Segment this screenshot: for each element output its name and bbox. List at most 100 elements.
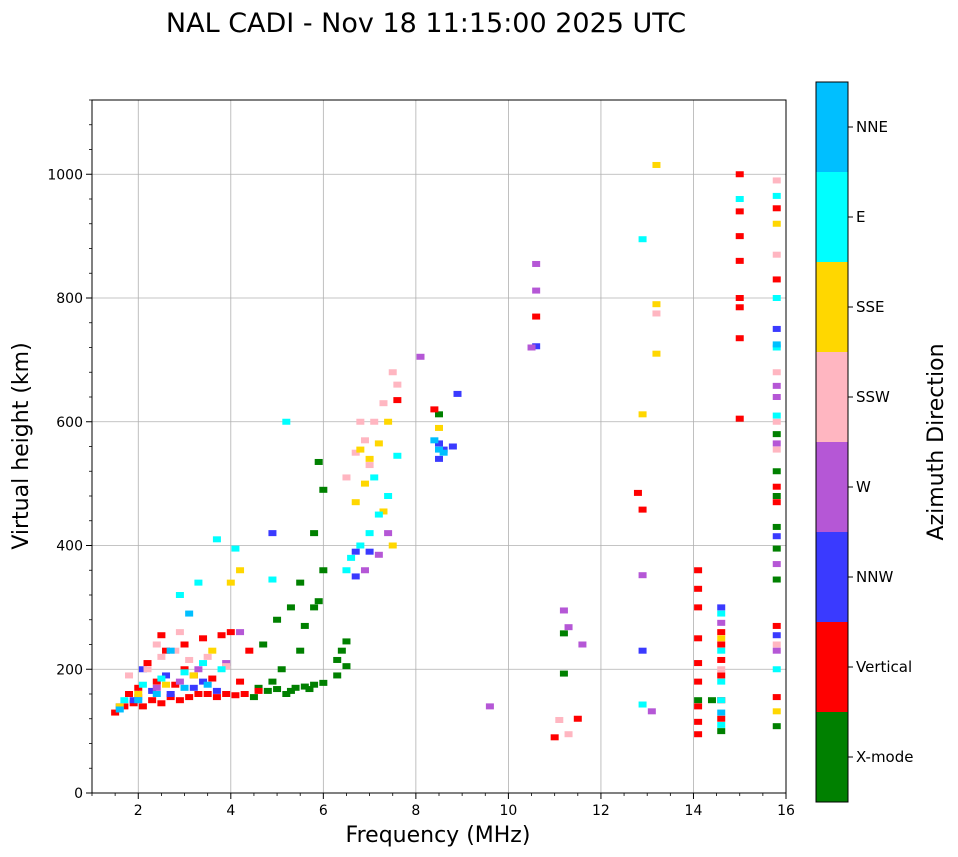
data-point bbox=[772, 641, 781, 648]
data-point bbox=[555, 716, 564, 723]
data-point bbox=[125, 691, 134, 697]
data-point bbox=[360, 567, 369, 574]
x-tick-label: 16 bbox=[777, 803, 795, 819]
y-tick-label: 400 bbox=[56, 539, 83, 555]
data-point bbox=[559, 670, 568, 677]
x-axis-label: Frequency (MHz) bbox=[346, 823, 531, 848]
data-point bbox=[162, 647, 171, 654]
data-point bbox=[254, 687, 263, 694]
data-point bbox=[384, 493, 393, 499]
data-point bbox=[652, 310, 661, 317]
colorbar-segment bbox=[816, 712, 848, 802]
data-point bbox=[194, 666, 203, 673]
data-point bbox=[152, 684, 161, 691]
data-point bbox=[236, 629, 245, 636]
data-point bbox=[236, 567, 245, 574]
data-point bbox=[162, 681, 171, 688]
data-point bbox=[157, 675, 166, 682]
data-point bbox=[199, 635, 208, 642]
data-point bbox=[717, 656, 726, 663]
data-point bbox=[273, 686, 282, 693]
data-point bbox=[559, 607, 568, 614]
colorbar-tick-label: NNE bbox=[856, 118, 888, 136]
data-point bbox=[360, 480, 369, 487]
data-point bbox=[268, 530, 277, 537]
data-point bbox=[212, 536, 221, 543]
data-point bbox=[772, 708, 781, 715]
data-point bbox=[333, 672, 342, 679]
data-point bbox=[203, 691, 212, 697]
x-tick-label: 12 bbox=[592, 803, 610, 819]
data-point bbox=[717, 641, 726, 648]
data-point bbox=[772, 533, 781, 540]
data-point bbox=[138, 703, 147, 710]
data-point bbox=[333, 656, 342, 663]
data-point bbox=[180, 641, 189, 648]
data-point bbox=[384, 530, 393, 537]
data-point bbox=[532, 313, 541, 320]
colorbar-segment bbox=[816, 622, 848, 712]
colorbar-segment bbox=[816, 442, 848, 532]
data-point bbox=[300, 683, 309, 690]
data-point bbox=[772, 341, 781, 348]
data-point bbox=[772, 523, 781, 530]
data-point bbox=[532, 260, 541, 267]
data-point bbox=[694, 585, 703, 592]
data-point bbox=[772, 251, 781, 258]
data-point bbox=[351, 573, 360, 580]
data-point bbox=[550, 734, 559, 741]
data-point bbox=[717, 610, 726, 617]
data-point bbox=[485, 703, 494, 710]
data-point bbox=[772, 723, 781, 730]
data-point bbox=[559, 630, 568, 637]
data-point bbox=[189, 684, 198, 691]
data-point bbox=[120, 697, 129, 704]
data-point bbox=[393, 381, 402, 388]
data-point bbox=[707, 697, 716, 704]
y-tick-label: 600 bbox=[56, 415, 83, 431]
data-point bbox=[115, 703, 124, 710]
data-point bbox=[384, 418, 393, 425]
data-point bbox=[772, 325, 781, 332]
x-tick-label: 6 bbox=[319, 803, 328, 819]
data-point bbox=[527, 344, 536, 351]
data-point bbox=[694, 731, 703, 738]
data-point bbox=[638, 572, 647, 579]
data-point bbox=[263, 687, 272, 694]
data-point bbox=[342, 567, 351, 574]
colorbar-tick-label: Vertical bbox=[856, 658, 912, 676]
data-point bbox=[735, 335, 744, 342]
data-point bbox=[157, 700, 166, 707]
x-tick-label: 2 bbox=[134, 803, 143, 819]
data-point bbox=[259, 641, 268, 648]
data-point bbox=[203, 653, 212, 660]
data-point bbox=[125, 672, 134, 679]
data-point bbox=[638, 647, 647, 654]
data-point bbox=[772, 545, 781, 552]
data-point bbox=[157, 653, 166, 660]
x-tick-label: 8 bbox=[411, 803, 420, 819]
data-point bbox=[138, 666, 147, 673]
data-point bbox=[772, 192, 781, 199]
data-point bbox=[717, 647, 726, 654]
data-point bbox=[370, 474, 379, 481]
data-point bbox=[180, 666, 189, 673]
data-point bbox=[351, 499, 360, 506]
data-point bbox=[388, 542, 397, 549]
y-tick-label: 800 bbox=[56, 291, 83, 307]
colorbar-label: Azimuth Direction bbox=[924, 343, 949, 540]
colorbar-tick-label: NNW bbox=[856, 568, 893, 586]
data-point bbox=[342, 638, 351, 645]
data-point bbox=[203, 681, 212, 688]
data-point bbox=[231, 545, 240, 552]
data-point bbox=[379, 400, 388, 407]
data-point bbox=[268, 576, 277, 583]
colorbar-segment bbox=[816, 532, 848, 622]
data-point bbox=[694, 718, 703, 725]
colorbar: X-mode Vertical NNW W SSW SSE E NNE bbox=[815, 81, 913, 803]
data-point bbox=[772, 369, 781, 376]
data-point bbox=[379, 508, 388, 515]
data-point bbox=[735, 196, 744, 202]
data-point bbox=[111, 709, 120, 716]
